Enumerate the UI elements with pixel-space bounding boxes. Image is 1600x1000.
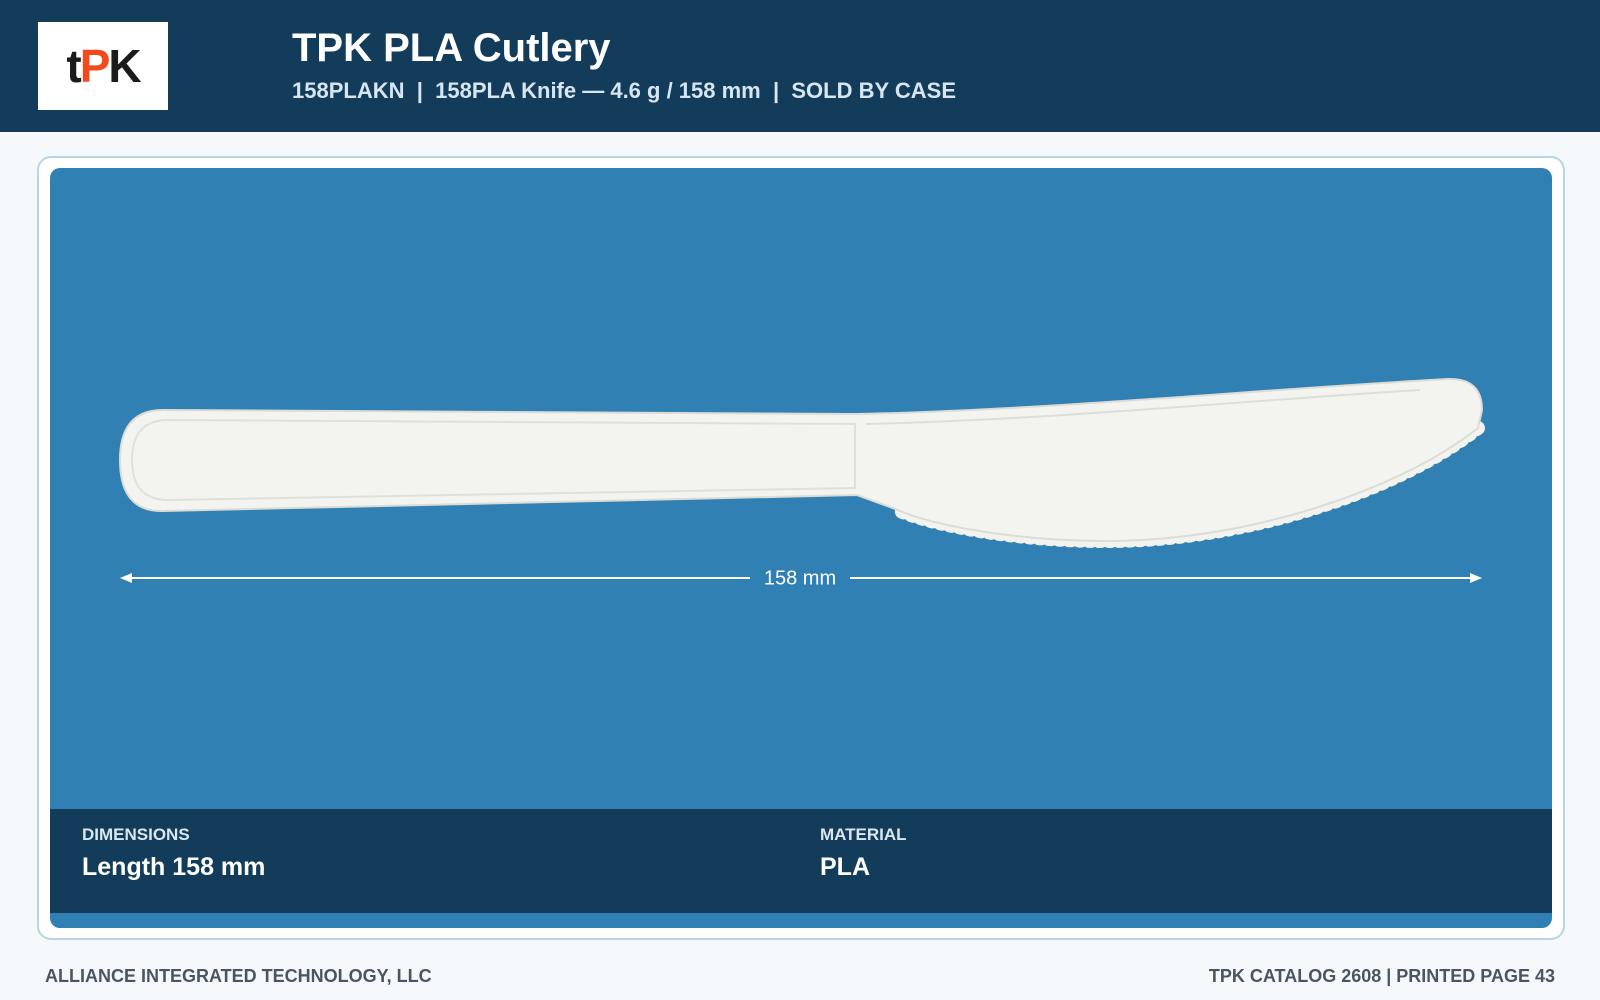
title: TPK PLA Cutlery: [292, 26, 611, 70]
footer-right: TPK CATALOG 2608 | PRINTED PAGE 43: [1208, 966, 1555, 986]
footer-left: ALLIANCE INTEGRATED TECHNOLOGY, LLC: [45, 966, 432, 986]
sale-unit: SOLD BY CASE: [791, 78, 956, 103]
handle-rim: [130, 418, 856, 502]
spec-label: DIMENSIONS: [82, 825, 190, 844]
description: 158PLA Knife — 4.6 g / 158 mm: [435, 78, 761, 103]
subtitle: 158PLAKN | 158PLA Knife — 4.6 g / 158 mm…: [292, 78, 956, 104]
product-image: 158 mm DIMENSIONS Length 158 mm MATERIAL P…: [50, 168, 1552, 928]
spec-bar: DIMENSIONS Length 158 mm MATERIAL PLA: [50, 809, 1552, 913]
sku: 158PLAKN: [292, 78, 405, 103]
knife: [118, 377, 1484, 543]
spec-label: MATERIAL: [820, 825, 907, 844]
logo-letter: P: [79, 40, 111, 92]
separator: |: [772, 78, 780, 103]
spec-value: Length 158 mm: [82, 853, 266, 881]
logo-letter: K: [108, 40, 141, 92]
spec: DIMENSIONS Length 158 mm: [82, 825, 265, 882]
knife-illustration: 158 mm: [118, 377, 1485, 592]
blade-rim: [865, 389, 1421, 425]
separator: |: [416, 78, 423, 103]
spec-value: PLA: [820, 853, 870, 881]
label-bg: [750, 564, 850, 592]
spec: MATERIAL PLA: [820, 825, 907, 882]
logo-letter: t: [66, 40, 81, 92]
dimension-label: 158 mm: [764, 567, 836, 589]
